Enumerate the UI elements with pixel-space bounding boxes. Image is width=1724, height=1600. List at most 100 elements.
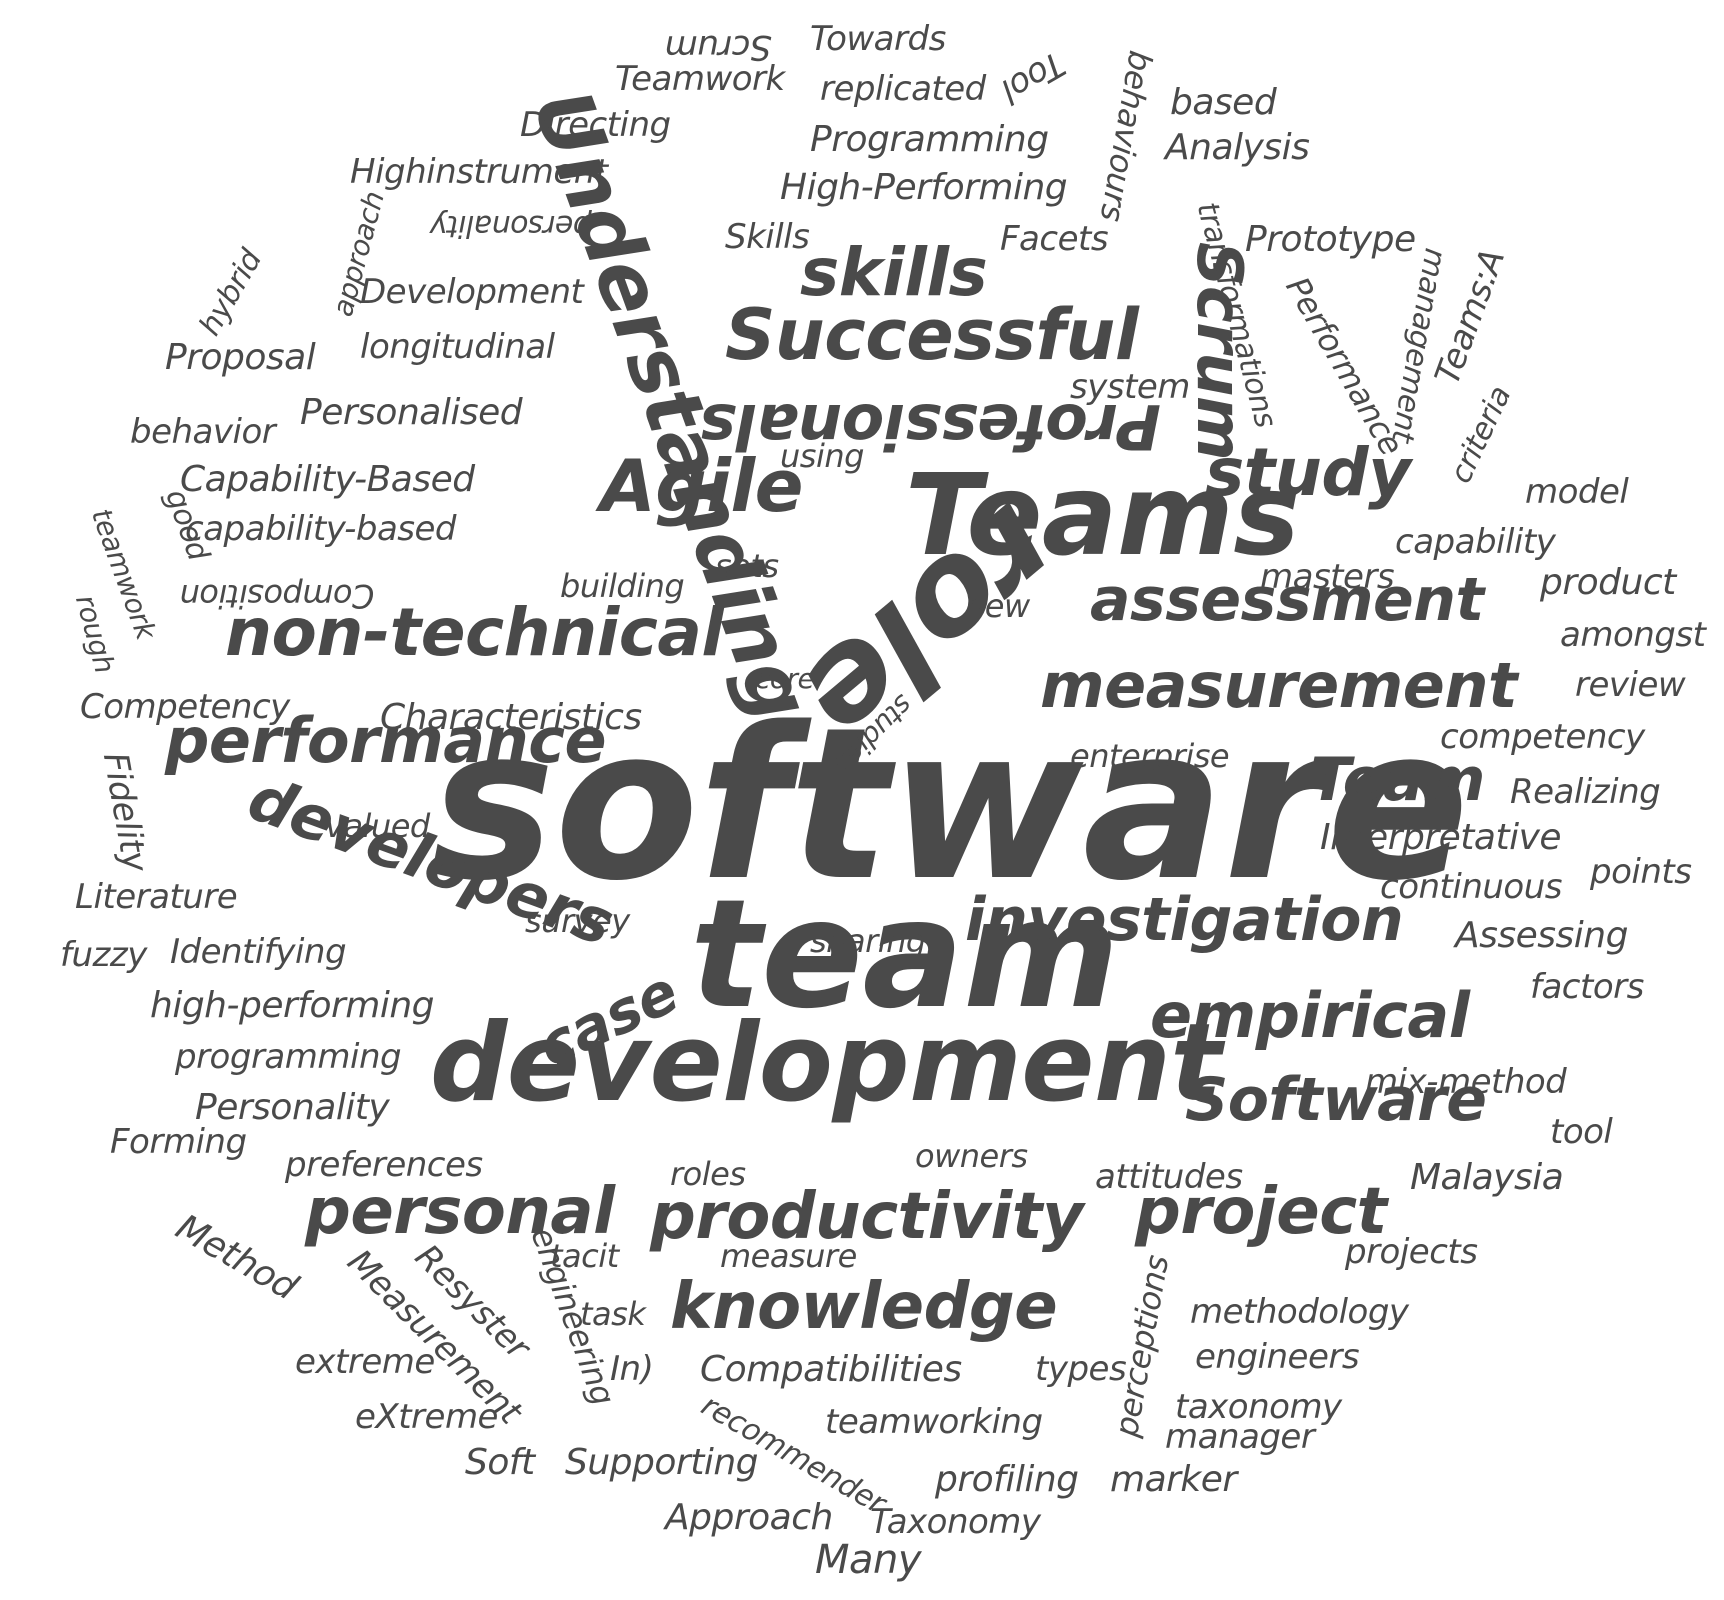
word-fuzzy: fuzzy xyxy=(60,935,147,975)
word-based: based xyxy=(1170,82,1277,123)
word-personalised: Personalised xyxy=(300,392,523,433)
word-hybrid: hybrid xyxy=(192,243,270,342)
word-fidelity: Fidelity xyxy=(94,749,156,875)
word-points: points xyxy=(1590,852,1692,892)
word-marker: marker xyxy=(1110,1459,1237,1500)
word-development-small: Development xyxy=(360,272,584,312)
word-tacit: tacit xyxy=(550,1237,619,1275)
word-tool-rot: Tool xyxy=(994,43,1072,111)
word-directing: Directing xyxy=(520,105,671,145)
word-new: new xyxy=(965,587,1030,625)
word-many: Many xyxy=(815,1537,922,1583)
word-non-technical: non-technical xyxy=(225,594,724,671)
word-highinstrument: Highinstrument xyxy=(350,152,608,192)
word-interpretative: Interpretative xyxy=(1320,817,1562,858)
word-owners: owners xyxy=(915,1137,1028,1175)
word-in: In) xyxy=(610,1349,654,1389)
word-characteristics: Characteristics xyxy=(380,697,642,738)
word-system: system xyxy=(1070,367,1190,407)
word-building: building xyxy=(560,567,685,605)
word-taxonomy-cap: Taxonomy xyxy=(870,1502,1041,1542)
word-compatibilities: Compatibilities xyxy=(700,1349,962,1390)
word-teams: Teams xyxy=(905,451,1300,581)
word-attitudes: attitudes xyxy=(1095,1157,1243,1197)
word-product: product xyxy=(1540,562,1676,603)
word-study: study xyxy=(1205,434,1411,511)
word-proposal: Proposal xyxy=(165,337,316,378)
word-personality-rot: personality xyxy=(430,208,592,243)
word-high-performing-cap: High-Performing xyxy=(780,167,1068,208)
word-longitudinal: longitudinal xyxy=(360,327,555,367)
word-replicated: replicated xyxy=(820,69,986,109)
word-analysis: Analysis xyxy=(1165,127,1310,168)
word-performance: performance xyxy=(165,704,607,777)
word-projects: projects xyxy=(1345,1232,1478,1272)
word-factors: factors xyxy=(1530,967,1644,1007)
word-composition: Composition xyxy=(180,577,375,615)
word-prototype: Prototype xyxy=(1245,219,1416,260)
word-mix-method: mix-method xyxy=(1365,1062,1567,1102)
word-assessing: Assessing xyxy=(1455,915,1628,956)
word-high-performing: high-performing xyxy=(150,985,435,1026)
word-criteria: criteria xyxy=(1443,380,1519,489)
word-development: development xyxy=(430,1001,1222,1126)
word-investigation: investigation xyxy=(965,885,1404,955)
word-methodology: methodology xyxy=(1190,1292,1409,1332)
word-capability-based: capability-based xyxy=(185,509,457,549)
word-measure: measure xyxy=(720,1237,857,1275)
word-soft: Soft xyxy=(465,1442,535,1483)
word-masters: masters xyxy=(1260,557,1395,597)
word-approach: Approach xyxy=(665,1497,833,1538)
word-extreme-cap: eXtreme xyxy=(355,1397,498,1437)
word-software-cap: Software xyxy=(1185,1065,1487,1135)
word-realizing: Realizing xyxy=(1510,772,1661,812)
word-malaysia: Malaysia xyxy=(1410,1157,1564,1198)
word-behavior: behavior xyxy=(130,412,276,452)
word-method: Method xyxy=(168,1206,304,1309)
word-capability-based-cap: Capability-Based xyxy=(180,459,475,500)
word-software: software xyxy=(430,682,1469,927)
word-successful: Successful xyxy=(725,294,1139,376)
word-measurement: measurement xyxy=(1040,649,1518,722)
word-rough: rough xyxy=(68,591,122,677)
word-towards: Towards xyxy=(810,19,946,59)
word-competency: competency xyxy=(1440,717,1645,757)
word-team: team xyxy=(690,868,1119,1042)
word-extreme: extreme xyxy=(295,1342,435,1382)
word-agile: Agile xyxy=(600,444,803,528)
word-perceptions: perceptions xyxy=(1106,1252,1177,1440)
word-team-cap: Team xyxy=(1310,745,1485,815)
word-empirical: empirical xyxy=(1150,979,1470,1052)
word-capability: capability xyxy=(1395,522,1556,562)
word-assessment: assessment xyxy=(1090,565,1484,635)
word-enterprise: enterprise xyxy=(1070,737,1230,775)
word-knowledge: knowledge xyxy=(670,1270,1058,1344)
word-identifying: Identifying xyxy=(170,932,347,972)
word-continuous: continuous xyxy=(1380,867,1562,907)
word-review: review xyxy=(1575,665,1686,705)
word-roles: roles xyxy=(670,1155,746,1193)
word-productivity: productivity xyxy=(650,1180,1084,1254)
word-personality: Personality xyxy=(195,1087,390,1128)
word-programming-cap: Programming xyxy=(810,119,1049,160)
word-teamwork: Teamwork xyxy=(615,59,785,99)
word-sharing: sharing xyxy=(810,922,926,960)
word-engineers: engineers xyxy=(1195,1337,1360,1377)
word-tool: tool xyxy=(1550,1112,1613,1152)
word-model: model xyxy=(1525,472,1629,512)
word-project: project xyxy=(1135,1175,1387,1249)
word-facets: Facets xyxy=(1000,219,1109,259)
word-supporting: Supporting xyxy=(565,1442,758,1483)
word-teamworking: teamworking xyxy=(825,1402,1043,1442)
word-profiling: profiling xyxy=(935,1459,1079,1500)
word-core: core xyxy=(755,662,815,695)
word-survey: survey xyxy=(525,902,630,940)
word-behaviours: behaviours xyxy=(1092,47,1160,225)
word-task: task xyxy=(580,1295,646,1333)
word-personal: personal xyxy=(305,1175,615,1249)
word-types: types xyxy=(1035,1349,1127,1389)
word-forming: Forming xyxy=(110,1122,247,1162)
word-competency-cap: Competency xyxy=(80,687,290,727)
word-manager: manager xyxy=(1165,1417,1315,1457)
